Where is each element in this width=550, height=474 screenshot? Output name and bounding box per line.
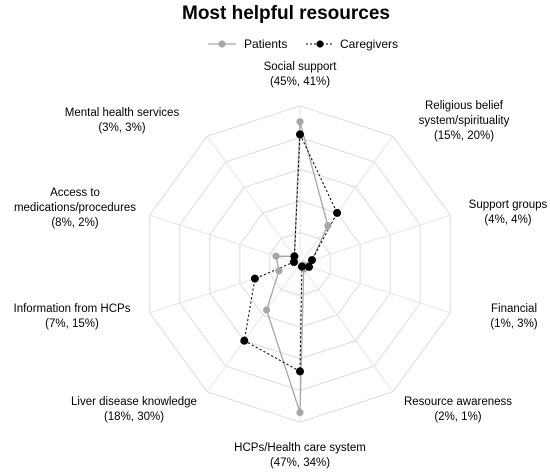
axis-label-line: system/spirituality: [419, 115, 510, 127]
axis-label-line: Information from HCPs: [14, 303, 131, 315]
grid-spoke-4: [299, 263, 394, 393]
series-group: [240, 118, 342, 417]
point-caregivers-4: [297, 262, 306, 271]
axis-label-8: Access to medications/procedures (8%, 2%): [14, 187, 136, 229]
point-caregivers-9: [290, 252, 299, 261]
legend: Patients Caregivers: [208, 37, 398, 51]
axis-label-line: (7%, 15%): [45, 318, 99, 330]
axis-label-1: Religious belief system/spirituality (15%,…: [419, 100, 510, 142]
axis-label-9: Mental health services (3%, 3%): [65, 107, 180, 134]
point-patients-6: [263, 306, 271, 314]
axis-label-6: Liver disease knowledge (18%, 30%): [71, 396, 197, 423]
axis-label-2: Support groups (4%, 4%): [469, 199, 548, 226]
point-caregivers-8: [290, 258, 298, 266]
axis-label-line: Support groups: [469, 199, 548, 211]
axis-label-4: Resource awareness (2%, 1%): [404, 396, 512, 423]
grid-spoke-1: [299, 135, 394, 265]
chart-title: Most helpful resources: [182, 3, 390, 24]
point-caregivers-1: [333, 208, 342, 217]
axis-label-line: Access to: [50, 187, 100, 199]
axis-label-line: (15%, 20%): [434, 130, 494, 142]
axis-label-line: (4%, 4%): [484, 214, 531, 226]
axis-label-line: Mental health services: [65, 107, 180, 119]
point-caregivers-7: [250, 274, 259, 283]
grid-spoke-6: [206, 263, 301, 393]
axis-label-line: Social support: [264, 61, 338, 73]
point-caregivers-3: [305, 262, 313, 271]
axis-label-0: Social support (45%, 41%): [264, 61, 338, 88]
point-patients-5: [296, 408, 304, 417]
axis-label-line: (18%, 30%): [104, 411, 164, 423]
legend-label-patients: Patients: [244, 37, 287, 51]
axis-label-7: Information from HCPs (7%, 15%): [14, 303, 131, 330]
axis-label-line: (2%, 1%): [434, 411, 481, 423]
axis-label-line: (8%, 2%): [51, 217, 98, 229]
axis-label-line: Religious belief: [425, 100, 504, 112]
grid-spoke-2: [299, 214, 451, 265]
point-patients-8: [272, 252, 280, 260]
point-caregivers-5: [296, 367, 304, 376]
legend-label-caregivers: Caregivers: [340, 37, 398, 51]
axis-label-line: Liver disease knowledge: [71, 396, 197, 408]
point-caregivers-2: [308, 256, 316, 265]
point-patients-7: [275, 267, 283, 275]
grid-spoke-3: [299, 263, 451, 314]
point-patients-1: [324, 222, 332, 230]
axis-label-line: Resource awareness: [404, 396, 512, 408]
legend-marker-caregivers: [316, 40, 324, 48]
axis-label-5: HCPs/Health care system (47%, 34%): [234, 442, 366, 469]
axis-label-line: HCPs/Health care system: [234, 442, 366, 454]
grid-spoke-9: [206, 135, 301, 265]
axis-label-line: medications/procedures: [14, 202, 136, 214]
axis-label-line: (47%, 34%): [270, 457, 330, 469]
grid-spoke-7: [149, 263, 301, 314]
point-caregivers-0: [296, 130, 304, 139]
axis-labels: Social support (45%, 41%) Religious belief…: [14, 61, 548, 469]
point-patients-0: [296, 118, 304, 126]
axis-label-line: (1%, 3%): [490, 318, 537, 330]
series-line-caregivers: [243, 134, 338, 373]
point-caregivers-6: [240, 336, 249, 345]
axis-label-line: Financial: [491, 303, 537, 315]
axis-label-line: (3%, 3%): [98, 122, 145, 134]
legend-marker-patients: [218, 40, 226, 48]
axis-label-line: (45%, 41%): [270, 76, 330, 88]
axis-label-3: Financial (1%, 3%): [490, 303, 537, 330]
